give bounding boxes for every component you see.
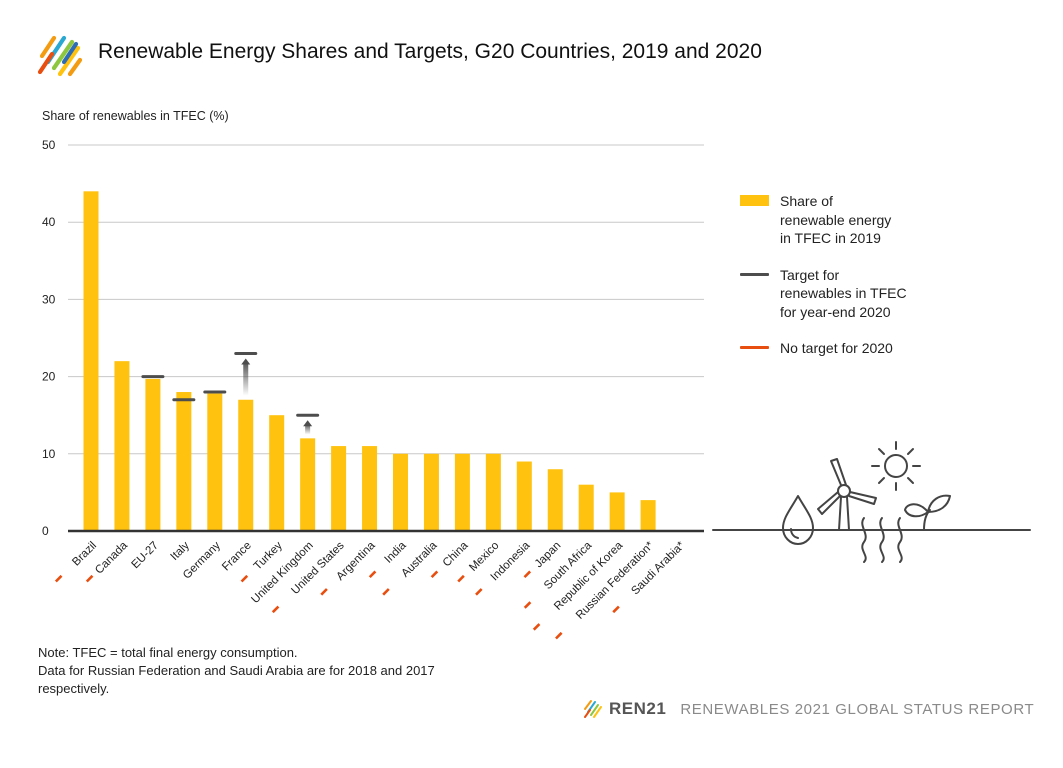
heat-waves-icon: [861, 517, 903, 563]
x-tick-label: Brazil: [70, 540, 99, 569]
x-tick-group: France: [220, 540, 254, 574]
bar: [300, 438, 316, 531]
bar: [516, 461, 532, 531]
no-target-marker: [523, 570, 532, 579]
bar: [176, 392, 192, 531]
footer: REN21 RENEWABLES 2021 GLOBAL STATUS REPO…: [583, 698, 1034, 720]
y-axis-label: Share of renewables in TFEC (%): [42, 109, 229, 123]
legend: Share of renewable energy in TFEC in 201…: [740, 192, 1000, 376]
y-tick-labels: 0 10 20 30 40 50: [42, 138, 56, 538]
x-tick-label: Canada: [93, 539, 130, 576]
no-target-marker: [555, 631, 563, 640]
bar: [269, 415, 285, 531]
legend-no-target-swatch: [740, 346, 769, 349]
bar: [609, 492, 625, 531]
x-tick-label: France: [220, 540, 254, 574]
bar: [578, 484, 594, 531]
y-tick-label: 10: [42, 447, 56, 461]
bar: [640, 500, 656, 531]
bars: [83, 191, 656, 531]
y-tick-label: 30: [42, 292, 56, 306]
x-tick-group: Brazil: [54, 540, 99, 583]
legend-label: No target for 2020: [780, 340, 893, 356]
bar: [547, 469, 563, 531]
x-tick-group: EU-27: [129, 540, 161, 572]
no-target-marker: [85, 574, 94, 583]
water-drop-icon: [782, 495, 814, 545]
legend-label: Share of renewable energy in TFEC in 201…: [780, 193, 892, 246]
x-tick-group: Australia: [382, 539, 440, 596]
x-tick-group: Indonesia: [475, 539, 533, 596]
y-tick-label: 0: [42, 524, 49, 538]
x-tick-group: Argentina: [320, 539, 378, 596]
no-target-marker: [368, 570, 377, 579]
chart-note: Note: TFEC = total final energy consumpt…: [38, 644, 508, 698]
legend-item-share: Share of renewable energy in TFEC in 201…: [740, 192, 1000, 248]
bar: [114, 361, 130, 531]
bar: [145, 378, 161, 531]
no-target-marker: [612, 605, 620, 614]
bar: [207, 393, 223, 531]
bar: [485, 453, 501, 531]
no-target-marker: [382, 588, 390, 596]
bar: [238, 399, 254, 531]
legend-label: Target for renewables in TFEC for year-e…: [780, 266, 907, 320]
ren21-logo-icon: [37, 35, 83, 77]
bar: [362, 446, 378, 531]
legend-item-no-target: No target for 2020: [740, 339, 1000, 358]
target-markers: [141, 351, 320, 417]
bar: [331, 446, 347, 531]
no-target-marker: [475, 588, 483, 596]
renewables-illustration: [712, 441, 1031, 563]
no-target-marker: [320, 588, 328, 596]
note-line: Data for Russian Federation and Saudi Ar…: [38, 663, 435, 696]
footer-report-title: RENEWABLES 2021 GLOBAL STATUS REPORT: [680, 700, 1035, 718]
y-tick-label: 40: [42, 215, 56, 229]
progress-arrows: [241, 358, 313, 435]
legend-bar-swatch: [740, 195, 769, 206]
no-target-marker: [457, 574, 465, 583]
no-target-marker: [532, 623, 541, 631]
no-target-marker: [523, 601, 532, 609]
bar: [423, 453, 439, 531]
legend-item-target: Target for renewables in TFEC for year-e…: [740, 266, 1000, 322]
y-tick-label: 20: [42, 370, 56, 384]
x-tick-label: EU-27: [129, 540, 161, 572]
wind-turbine-icon: [817, 458, 877, 531]
no-target-marker: [54, 574, 63, 583]
note-line: Note: TFEC = total final energy consumpt…: [38, 645, 298, 660]
x-tick-label: India: [383, 539, 410, 566]
leaf-sprout-icon: [904, 494, 951, 531]
bar: [454, 453, 470, 531]
x-tick-group: Italy: [169, 539, 193, 563]
progress-arrow: [305, 424, 311, 435]
x-tick-label: Italy: [169, 539, 193, 563]
legend-target-swatch: [740, 272, 769, 276]
y-tick-label: 50: [42, 138, 56, 152]
progress-arrow: [243, 362, 249, 396]
no-target-marker: [271, 605, 280, 614]
chart-title: Renewable Energy Shares and Targets, G20…: [98, 40, 762, 63]
sun-icon: [871, 441, 921, 491]
progress-arrow-head: [303, 420, 313, 427]
progress-arrow-head: [241, 358, 251, 365]
footer-brand: REN21: [609, 699, 667, 718]
no-target-marker: [430, 570, 439, 579]
bar: [393, 453, 408, 531]
bar: [83, 191, 99, 531]
gridlines: [68, 144, 704, 455]
ren21-logo-icon: [584, 700, 602, 718]
no-target-marker: [240, 574, 249, 583]
